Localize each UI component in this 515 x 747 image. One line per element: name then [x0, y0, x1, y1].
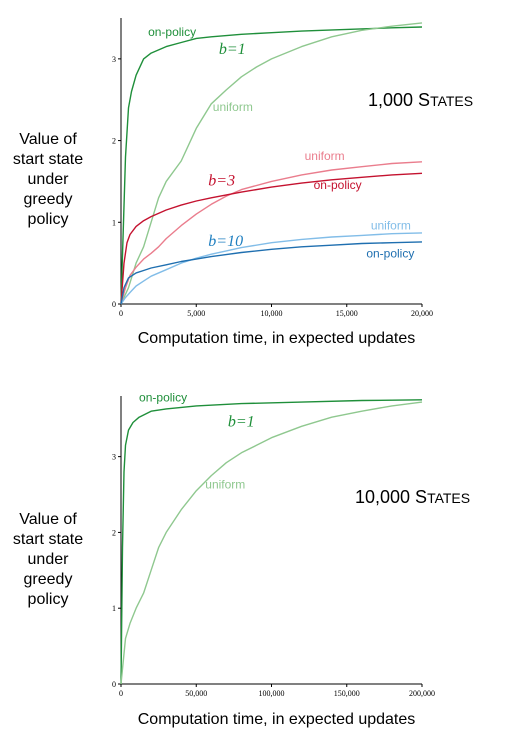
- x-axis-label: Computation time, in expected updates: [138, 330, 416, 347]
- states-annotation-big: 10,000 S: [355, 487, 427, 507]
- y-tick-label: 3: [112, 55, 116, 64]
- y-tick-label: 2: [112, 137, 116, 146]
- series-label-uniform: uniform: [205, 477, 245, 491]
- series-line-on-policy: [120, 26, 423, 305]
- panel-10000-states: 0 1 2 3 0 50,000 100,000 150,000 200,000 Value of…: [13, 390, 470, 728]
- x-axis-label: Computation time, in expected updates: [138, 711, 416, 728]
- series-label-on-policy: on-policy: [314, 178, 362, 192]
- x-tick-label: 150,000: [334, 689, 360, 698]
- y-axis-label-line: start state: [13, 531, 83, 548]
- x-tick-label: 15,000: [336, 309, 358, 318]
- states-annotation-small: TATES: [427, 490, 470, 506]
- series-label-on-policy: on-policy: [139, 390, 187, 404]
- branching-label: b=1: [219, 41, 246, 58]
- branching-label: b=10: [208, 233, 243, 250]
- y-tick-label: 2: [112, 528, 116, 537]
- series-line-on-policy: [120, 399, 423, 685]
- branching-label: b=3: [208, 173, 235, 190]
- series-line-on-policy: [120, 241, 423, 305]
- x-tick-label: 200,000: [409, 689, 435, 698]
- series-label-uniform: uniform: [305, 149, 345, 163]
- y-axis-label-line: policy: [28, 211, 69, 228]
- x-tick-label: 0: [119, 689, 123, 698]
- y-axis-label-line: Value of: [19, 131, 77, 148]
- branching-label: b=1: [228, 413, 255, 430]
- series-label-uniform: uniform: [213, 100, 253, 114]
- x-tick-label: 20,000: [411, 309, 433, 318]
- states-annotation: 10,000 STATES: [355, 487, 470, 507]
- series-line-uniform: [120, 232, 423, 305]
- y-axis-label: Value of start state under greedy policy: [13, 511, 83, 608]
- y-axis-label-line: Value of: [19, 511, 77, 528]
- y-axis-label-line: start state: [13, 151, 83, 168]
- y-tick-label: 0: [112, 680, 116, 689]
- y-axis-label-line: under: [28, 551, 70, 568]
- series-line-uniform: [120, 22, 423, 305]
- series-label-on-policy: on-policy: [148, 25, 196, 39]
- states-annotation-small: TATES: [430, 93, 473, 109]
- y-axis-label-line: policy: [28, 591, 69, 608]
- y-tick-label: 1: [112, 218, 116, 227]
- y-axis-label-line: greedy: [24, 571, 73, 588]
- states-annotation: 1,000 STATES: [368, 90, 473, 110]
- series-line-uniform: [120, 161, 423, 305]
- y-axis-label-line: greedy: [24, 191, 73, 208]
- series-line-uniform: [120, 401, 423, 685]
- y-tick-label: 0: [112, 300, 116, 309]
- panel-1000-states: 0 1 2 3 0 5,000 10,000 15,000 20,000 Value of star…: [13, 18, 473, 347]
- x-tick-label: 50,000: [185, 689, 207, 698]
- y-axis-label-line: under: [28, 171, 70, 188]
- series-label-on-policy: on-policy: [366, 246, 414, 260]
- x-tick-label: 0: [119, 309, 123, 318]
- y-tick-label: 1: [112, 604, 116, 613]
- y-tick-label: 3: [112, 453, 116, 462]
- x-tick-label: 10,000: [261, 309, 283, 318]
- series-label-uniform: uniform: [371, 219, 411, 233]
- x-tick-label: 100,000: [259, 689, 285, 698]
- states-annotation-big: 1,000 S: [368, 90, 430, 110]
- y-axis-label: Value of start state under greedy policy: [13, 131, 83, 228]
- x-tick-label: 5,000: [187, 309, 205, 318]
- series-line-on-policy: [120, 172, 423, 305]
